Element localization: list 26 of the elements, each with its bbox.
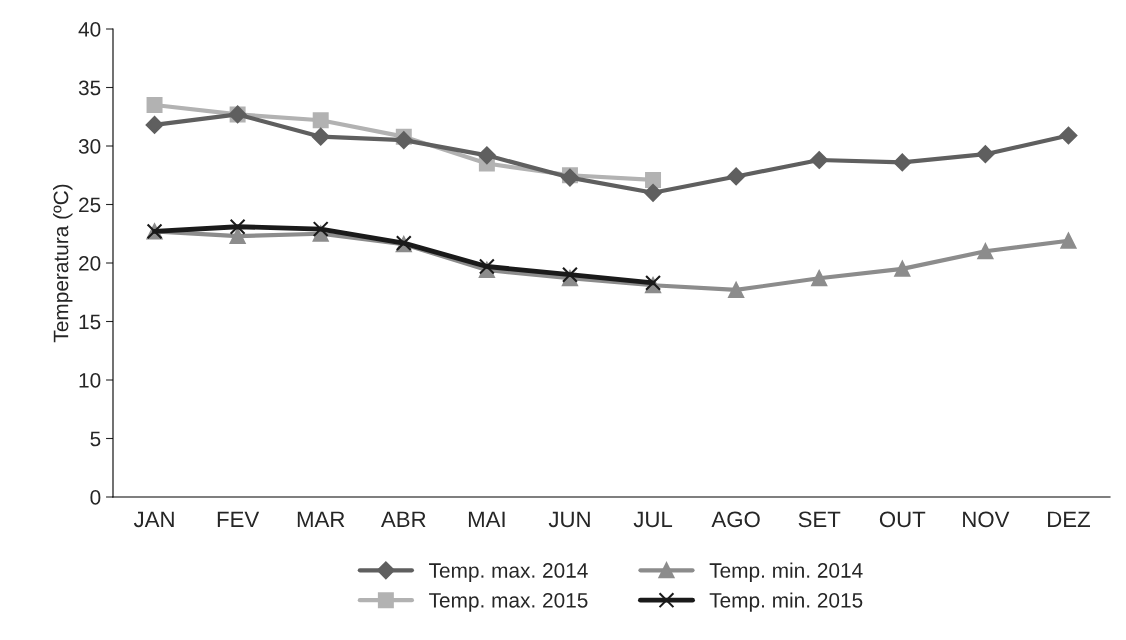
legend-label: Temp. min. 2015 bbox=[709, 592, 863, 612]
y-tick-label: 30 bbox=[78, 139, 101, 154]
y-tick-label: 40 bbox=[78, 22, 101, 37]
legend-label: Temp. max. 2015 bbox=[429, 592, 588, 612]
y-axis-title: Temperatura (ºC) bbox=[53, 184, 73, 343]
legend-label: Temp. max. 2014 bbox=[429, 563, 588, 582]
x-tick-label: SET bbox=[798, 511, 841, 528]
x-tick-label: DEZ bbox=[1048, 511, 1090, 527]
y-tick-label: 25 bbox=[79, 197, 101, 213]
y-tick-label: 20 bbox=[79, 256, 101, 271]
y-tick-label: 5 bbox=[90, 431, 101, 447]
x-tick-label: JUL bbox=[633, 511, 673, 528]
x-tick-label: NOV bbox=[963, 511, 1010, 528]
x-tick-label: AGO bbox=[711, 511, 760, 528]
y-tick-label: 10 bbox=[79, 373, 101, 388]
y-tick-label: 35 bbox=[78, 80, 101, 96]
x-tick-label: MAI bbox=[468, 511, 505, 527]
x-tick-label: JUN bbox=[548, 511, 590, 528]
x-tick-label: JAN bbox=[133, 511, 174, 528]
legend-label: Temp. min. 2014 bbox=[709, 562, 863, 582]
y-tick-label: 15 bbox=[79, 314, 101, 330]
x-tick-label: ABR bbox=[380, 511, 426, 527]
x-tick-label: FEV bbox=[217, 511, 260, 527]
x-tick-label: OUT bbox=[879, 511, 926, 528]
x-tick-label: MAR bbox=[297, 511, 345, 527]
y-tick-label: 0 bbox=[90, 490, 101, 505]
